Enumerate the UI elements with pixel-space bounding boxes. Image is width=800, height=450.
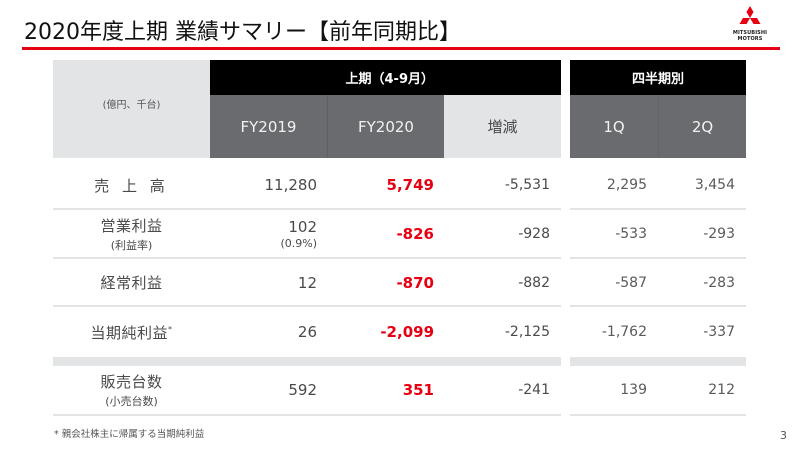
cell-fy2019: 102 (0.9%) — [280, 218, 317, 250]
table-row-ordinary-income: 経常利益 12 -870 -882 -587 -283 — [0, 259, 800, 306]
row-separator — [53, 257, 561, 259]
row-label: 経常利益 — [100, 274, 163, 292]
cell-fy2019: 26 — [297, 323, 317, 341]
three-diamonds-icon — [739, 6, 761, 24]
cell-change: -882 — [518, 274, 550, 291]
cell-q2: -337 — [703, 324, 735, 340]
cell-q1: -587 — [615, 274, 647, 291]
row-label: 売 上 高 — [94, 176, 169, 195]
row-label: 当期純利益* — [90, 323, 173, 342]
cell-q1: -1,762 — [601, 324, 647, 340]
column-header-fy2019: FY2019 — [210, 95, 327, 158]
unit-label-cell: (億円、千台) — [53, 60, 210, 158]
cell-fy2020: -826 — [396, 225, 434, 243]
row-label: 販売台数 (小売台数) — [100, 373, 163, 408]
row-separator — [53, 414, 561, 416]
column-divider — [658, 95, 659, 158]
column-header-change: 増減 — [444, 95, 561, 158]
row-separator — [53, 305, 561, 307]
row-separator — [53, 208, 561, 210]
column-divider — [327, 95, 328, 158]
unit-label: (億円、千台) — [102, 99, 161, 111]
cell-q1: 2,295 — [606, 177, 647, 193]
page-number: 3 — [780, 429, 787, 442]
cell-fy2019: 11,280 — [264, 176, 318, 194]
footnote-marker: * — [168, 324, 173, 334]
cell-change: -5,531 — [504, 177, 550, 193]
cell-change: -928 — [518, 226, 550, 242]
cell-change: -2,125 — [504, 324, 550, 340]
cell-fy2020: 351 — [402, 381, 434, 399]
table-row-operating-income: 営業利益 (利益率) 102 (0.9%) -826 -928 -533 -29… — [0, 210, 800, 258]
operating-margin: (0.9%) — [280, 237, 317, 250]
cell-change: -241 — [518, 382, 550, 398]
cell-q1: 139 — [620, 382, 647, 398]
row-sub-label: (利益率) — [110, 239, 153, 252]
row-separator — [570, 414, 746, 416]
table-row-retail-sales-volume: 販売台数 (小売台数) 592 351 -241 139 212 — [0, 366, 800, 414]
title-underline — [22, 47, 780, 50]
section-separator — [53, 357, 561, 366]
row-sub-label: (小売台数) — [105, 395, 158, 408]
cell-fy2020: 5,749 — [386, 176, 434, 194]
cell-q1: -533 — [615, 226, 647, 242]
table-row-net-income: 当期純利益* 26 -2,099 -2,125 -1,762 -337 — [0, 307, 800, 357]
cell-fy2019: 12 — [297, 273, 317, 292]
cell-q2: -283 — [703, 274, 735, 291]
group-header-quarterly: 四半期別 — [570, 60, 746, 95]
column-header-q2: 2Q — [659, 95, 746, 158]
cell-fy2020: -2,099 — [380, 323, 434, 341]
cell-fy2020: -870 — [396, 273, 434, 292]
cell-q2: -293 — [703, 226, 735, 242]
cell-fy2019: 592 — [288, 381, 317, 399]
cell-q2: 3,454 — [694, 177, 735, 193]
column-header-fy2020: FY2020 — [328, 95, 444, 158]
table-row-net-sales: 売 上 高 11,280 5,749 -5,531 2,295 3,454 — [0, 162, 800, 208]
row-separator — [570, 305, 746, 307]
column-header-q1: 1Q — [570, 95, 658, 158]
row-separator — [570, 208, 746, 210]
cell-q2: 212 — [708, 382, 735, 398]
company-logo: MITSUBISHI MOTORS — [722, 6, 778, 46]
footnote: * 親会社株主に帰属する当期純利益 — [54, 429, 205, 440]
logo-text-line1: MITSUBISHI — [732, 30, 768, 36]
section-separator — [570, 357, 746, 366]
group-header-first-half: 上期（4-9月） — [210, 60, 561, 95]
page-title: 2020年度上期 業績サマリー【前年同期比】 — [24, 20, 461, 45]
row-label: 営業利益 (利益率) — [100, 217, 163, 252]
logo-text-line2: MOTORS — [737, 36, 763, 42]
row-separator — [570, 257, 746, 259]
